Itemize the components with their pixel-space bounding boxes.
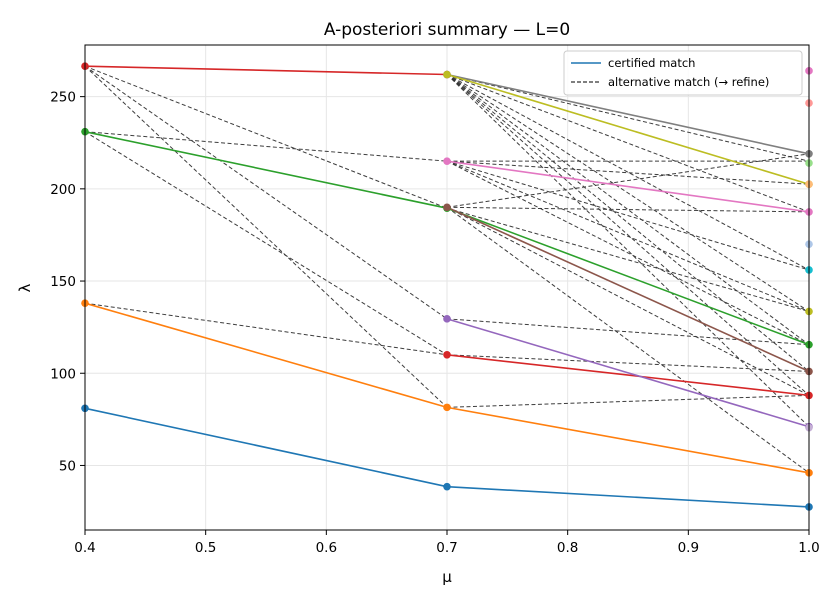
alternative-match-edge	[84, 302, 448, 356]
certified-match-line	[446, 354, 810, 397]
y-tick-label: 50	[59, 458, 76, 474]
alternative-match-edge	[84, 65, 448, 209]
certified-match-line	[84, 65, 448, 76]
y-tick-label: 150	[50, 274, 76, 290]
y-tick-label: 100	[50, 366, 76, 382]
chart-title: A-posteriori summary — L=0	[324, 20, 570, 40]
certified-match-line	[446, 73, 810, 185]
certified-match-line	[446, 206, 810, 373]
x-tick-label: 0.6	[316, 540, 337, 556]
legend-certified-label: certified match	[608, 56, 695, 70]
y-tick-label: 200	[50, 182, 76, 198]
alternative-match-edge	[446, 74, 810, 372]
alternative-match-edge	[446, 74, 810, 162]
x-axis-label: μ	[442, 568, 452, 586]
alternative-match-edge	[84, 65, 448, 408]
alternative-match-edge	[446, 394, 810, 408]
x-tick-label: 0.4	[74, 540, 95, 556]
x-tick-label: 0.9	[678, 540, 699, 556]
alternative-match-edge	[84, 131, 448, 162]
legend-box	[563, 50, 803, 96]
alternative-match-edge	[446, 74, 810, 396]
alternative-match-edge	[446, 74, 810, 271]
y-axis-label: λ	[16, 283, 34, 292]
alternative-match-edge	[446, 207, 810, 312]
legend-alternative-label: alternative match (→ refine)	[608, 75, 769, 89]
y-tick-label: 250	[50, 90, 76, 106]
alternative-match-edge	[446, 74, 810, 312]
alternative-match-edge	[446, 153, 810, 208]
node-marker	[443, 203, 451, 212]
alternative-match-edge	[446, 160, 810, 271]
x-tick-label: 1.0	[798, 540, 819, 556]
alternative-match-edge	[446, 160, 810, 346]
alternative-match-edge	[446, 160, 810, 185]
alternative-match-edge	[446, 74, 810, 428]
x-tick-label: 0.7	[436, 540, 457, 556]
alternative-match-edge	[446, 160, 810, 312]
legend: certified match alternative match (→ ref…	[563, 50, 803, 96]
node-marker	[443, 403, 451, 412]
node-marker	[443, 351, 451, 359]
certified-match-line	[446, 160, 810, 213]
alternative-match-edge	[446, 354, 810, 372]
alternative-match-edge	[446, 206, 810, 474]
node-marker	[443, 157, 451, 165]
alternative-match-edge	[446, 74, 810, 346]
alternative-match-edge	[84, 65, 448, 320]
alternative-match-edge	[446, 318, 810, 346]
node-marker	[443, 482, 451, 491]
node-marker	[443, 70, 451, 79]
node-marker	[443, 315, 451, 323]
certified-match-line	[446, 73, 810, 155]
axis-ticks: 0.4 0.5 0.6 0.7 0.8 0.9 1.0 50 100 150 200 250	[50, 90, 820, 556]
x-tick-label: 0.5	[195, 540, 216, 556]
x-tick-label: 0.8	[557, 540, 578, 556]
certified-match-line	[446, 318, 810, 428]
grid	[84, 45, 810, 530]
alternative-match-edge	[446, 206, 810, 396]
alternative-match-edge	[446, 206, 810, 213]
alternative-match-edge	[84, 131, 448, 356]
